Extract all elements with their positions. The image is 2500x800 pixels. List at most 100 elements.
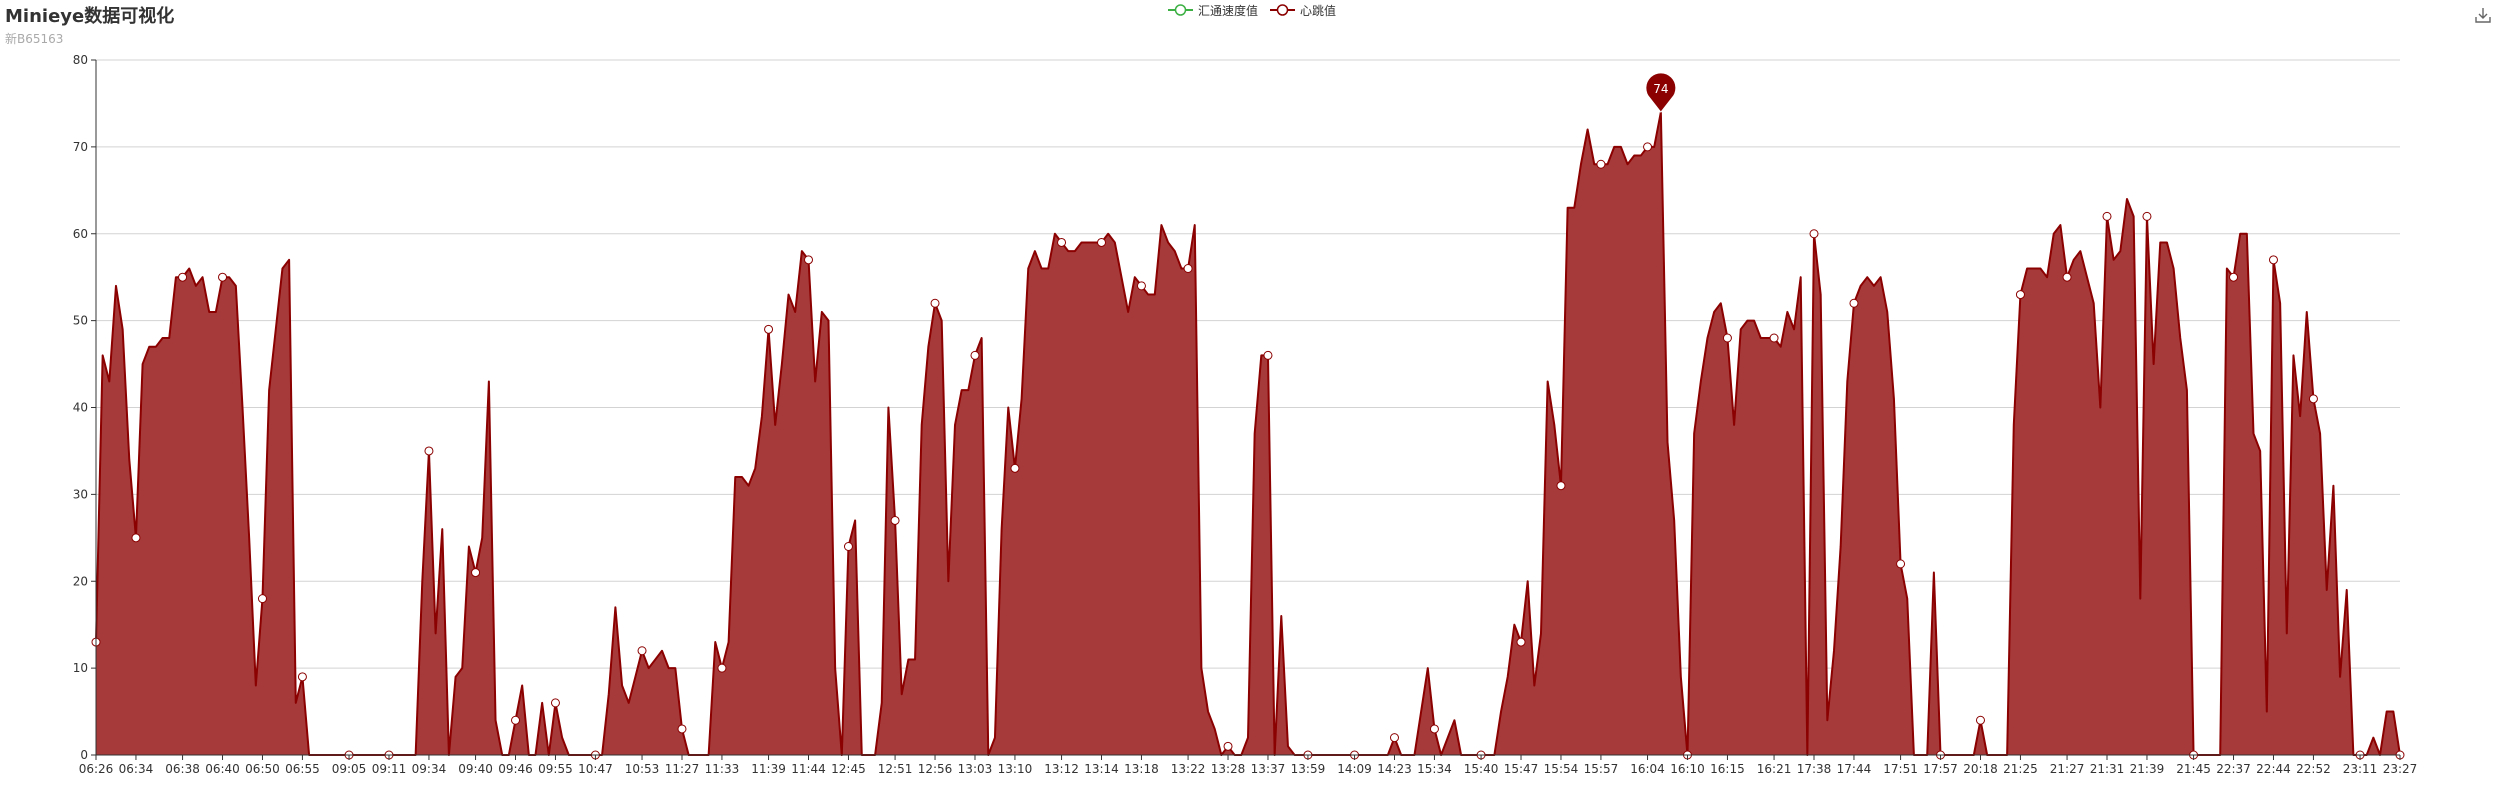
data-point[interactable] [1389, 733, 1399, 743]
x-tick-label: 06:34 [119, 762, 154, 776]
legend-item-speed[interactable]: 汇通速度值 [1168, 2, 1258, 19]
y-tick-label: 0 [80, 748, 88, 762]
data-point[interactable] [764, 324, 774, 334]
data-point[interactable] [257, 594, 267, 604]
data-point[interactable] [1136, 281, 1146, 291]
x-tick-label: 15:47 [1504, 762, 1539, 776]
heart-line [95, 111, 2401, 756]
data-point[interactable] [2015, 290, 2025, 300]
data-point[interactable] [218, 272, 228, 282]
x-tick-label: 13:28 [1211, 762, 1246, 776]
x-tick-label: 21:27 [2050, 762, 2085, 776]
data-point[interactable] [1809, 229, 1819, 239]
download-icon [2475, 8, 2491, 23]
data-point[interactable] [297, 672, 307, 682]
legend-speed-symbol [1168, 4, 1193, 16]
x-tick-label: 17:57 [1923, 762, 1958, 776]
x-tick-label: 14:09 [1337, 762, 1372, 776]
x-tick-label: 06:50 [245, 762, 280, 776]
y-tick-label: 10 [73, 661, 88, 675]
x-tick-label: 06:26 [79, 762, 114, 776]
x-tick-label: 09:46 [498, 762, 533, 776]
legend-heart-symbol [1270, 4, 1296, 16]
data-point[interactable] [1722, 333, 1732, 343]
data-point[interactable] [2229, 272, 2239, 282]
data-point[interactable] [1010, 463, 1020, 473]
data-point[interactable] [178, 272, 188, 282]
data-point[interactable] [717, 663, 727, 673]
x-tick-label: 14:23 [1377, 762, 1412, 776]
x-tick-label: 16:21 [1757, 762, 1792, 776]
data-point[interactable] [930, 298, 940, 308]
x-tick-label: 09:05 [332, 762, 367, 776]
axes: 0 10 20 30 40 50 60 70 80 06:26 06:34 06:38 06:40 06:… [73, 53, 2418, 776]
max-pin-label: 74 [1653, 82, 1668, 96]
data-point[interactable] [2062, 272, 2072, 282]
data-point[interactable] [1097, 237, 1107, 247]
x-tick-label: 21:25 [2003, 762, 2038, 776]
x-tick-label: 09:40 [458, 762, 493, 776]
data-point[interactable] [511, 715, 521, 725]
data-point[interactable] [1429, 724, 1439, 734]
data-point[interactable] [1516, 637, 1526, 647]
x-tick-label: 13:03 [958, 762, 993, 776]
data-point[interactable] [471, 568, 481, 578]
data-point[interactable] [1849, 298, 1859, 308]
data-point[interactable] [550, 698, 560, 708]
x-tick-label: 11:39 [751, 762, 786, 776]
data-point[interactable] [1896, 559, 1906, 569]
x-tick-label: 09:55 [538, 762, 573, 776]
x-tick-label: 21:45 [2176, 762, 2211, 776]
data-point[interactable] [677, 724, 687, 734]
data-point[interactable] [2102, 211, 2112, 221]
legend-item-heart[interactable]: 心跳值 [1270, 2, 1336, 19]
data-point[interactable] [1223, 741, 1233, 751]
data-point[interactable] [1769, 333, 1779, 343]
data-point[interactable] [637, 646, 647, 656]
x-tick-label: 13:22 [1171, 762, 1206, 776]
x-tick-label: 13:18 [1124, 762, 1159, 776]
y-tick-label: 70 [73, 140, 88, 154]
x-tick-label: 13:12 [1044, 762, 1079, 776]
y-tick-label: 50 [73, 314, 88, 328]
data-point[interactable] [2308, 394, 2318, 404]
x-tick-label: 16:10 [1670, 762, 1705, 776]
x-tick-label: 06:55 [285, 762, 320, 776]
data-point[interactable] [424, 446, 434, 456]
x-tick-label: 11:27 [665, 762, 700, 776]
x-tick-label: 20:18 [1963, 762, 1998, 776]
data-point[interactable] [1596, 159, 1606, 169]
data-point[interactable] [1643, 142, 1653, 152]
data-point[interactable] [1556, 481, 1566, 491]
x-tick-label: 15:57 [1584, 762, 1619, 776]
x-tick-label: 10:53 [625, 762, 660, 776]
data-point[interactable] [131, 533, 141, 543]
data-point[interactable] [2268, 255, 2278, 265]
data-point[interactable] [970, 350, 980, 360]
x-tick-label: 13:10 [998, 762, 1033, 776]
max-pin-shape[interactable] [1645, 72, 1677, 113]
data-point[interactable] [890, 515, 900, 525]
x-tick-label: 09:34 [412, 762, 447, 776]
data-point[interactable] [1183, 264, 1193, 273]
x-tick-label: 17:44 [1837, 762, 1872, 776]
x-tick-label: 13:14 [1084, 762, 1119, 776]
data-point[interactable] [1057, 237, 1067, 247]
heart-area-fill [96, 112, 2400, 755]
x-tick-label: 16:15 [1710, 762, 1745, 776]
data-point[interactable] [1263, 350, 1273, 360]
data-point[interactable] [2142, 211, 2152, 221]
data-point[interactable] [804, 255, 814, 265]
y-tick-label: 60 [73, 227, 88, 241]
data-point[interactable] [1975, 715, 1985, 725]
chart-title: Minieye数据可视化 [5, 6, 175, 27]
legend-heart-label: 心跳值 [1300, 3, 1337, 18]
x-tick-label: 12:51 [878, 762, 913, 776]
y-tick-label: 80 [73, 53, 88, 67]
x-tick-label: 22:52 [2296, 762, 2331, 776]
x-tick-label: 12:45 [831, 762, 866, 776]
download-button[interactable] [2474, 6, 2492, 28]
x-tick-label: 21:39 [2130, 762, 2165, 776]
data-point[interactable] [843, 542, 853, 551]
